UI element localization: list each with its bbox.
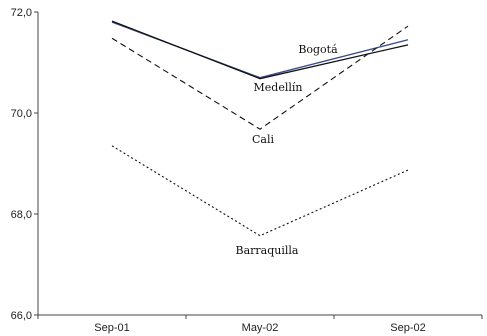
series-label: Medellín	[254, 81, 303, 94]
x-tick-label: Sep-01	[94, 322, 129, 334]
y-tick-label: 72,0	[11, 7, 32, 19]
series-label: Barraquilla	[236, 244, 299, 257]
x-tick-label: May-02	[242, 322, 279, 334]
y-tick-label: 66,0	[11, 310, 32, 322]
y-tick-label: 70,0	[11, 108, 32, 120]
series-line-barraquilla	[111, 145, 409, 237]
series-label: Cali	[252, 133, 274, 146]
series-label: Bogotá	[298, 43, 338, 56]
series-lines	[111, 20, 409, 237]
series-line-medellin	[111, 20, 409, 80]
series-line-bogota	[111, 21, 409, 79]
axes: 66,0 68,0 70,0 72,0 Sep-01 May-02 Sep-02	[11, 7, 483, 334]
y-tick-label: 68,0	[11, 209, 32, 221]
series-line-cali	[111, 25, 409, 130]
x-tick-label: Sep-02	[390, 322, 425, 334]
series-labels: Bogotá Medellín Cali Barraquilla	[236, 43, 339, 257]
